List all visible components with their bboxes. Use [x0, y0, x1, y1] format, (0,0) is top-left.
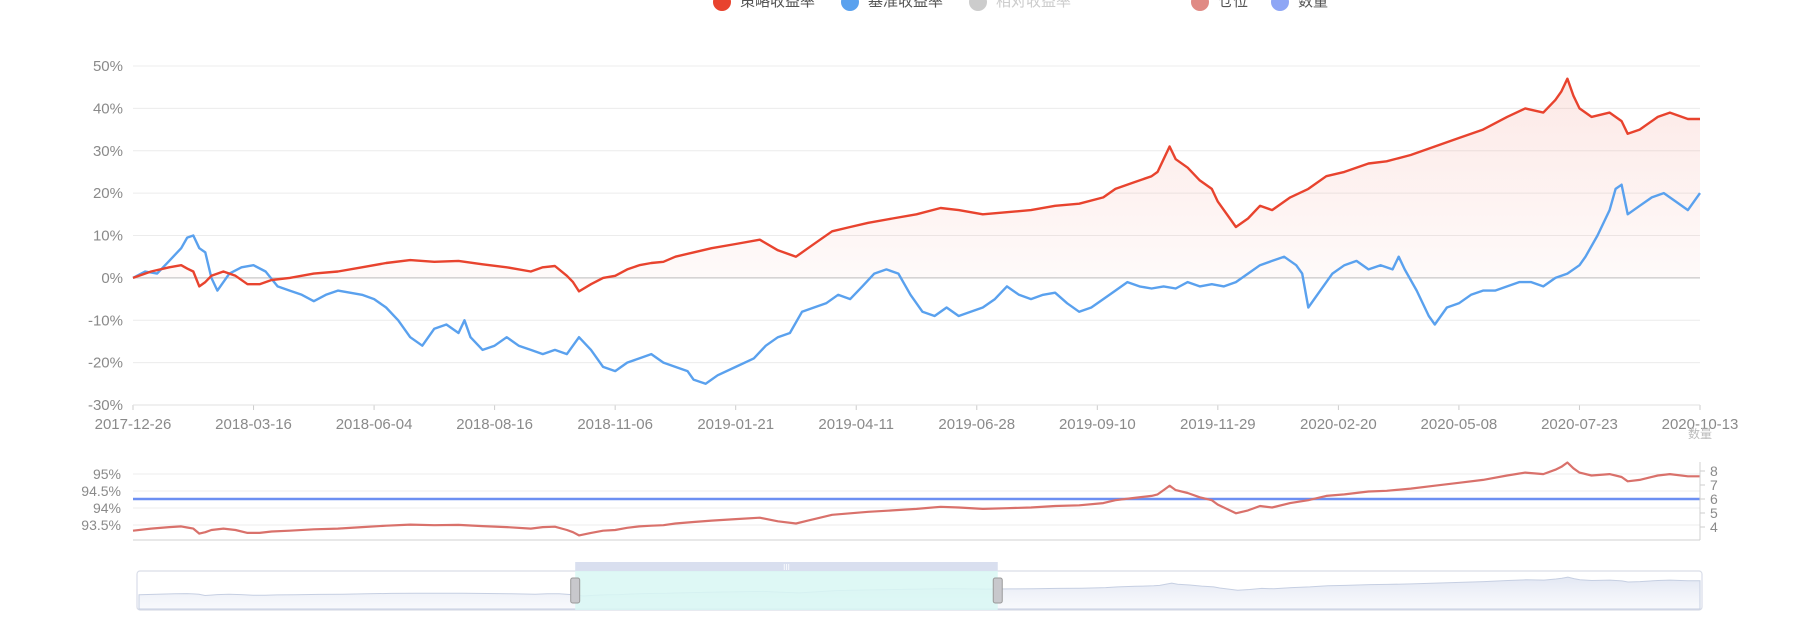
quantity-tick-label: 4 [1710, 519, 1718, 535]
x-tick-label: 2020-10-13 [1662, 416, 1739, 433]
x-tick-label: 2019-01-21 [697, 416, 774, 433]
position-tick-label: 93.5% [81, 517, 121, 533]
x-tick-label: 2019-11-29 [1180, 416, 1256, 433]
legend-label: 数量 [1298, 0, 1328, 10]
legend-marker [713, 0, 731, 11]
y-tick-label: 0% [101, 270, 123, 287]
position-line [132, 461, 1700, 537]
x-tick-label: 2018-08-16 [456, 416, 533, 433]
x-tick-label: 2020-05-08 [1421, 416, 1498, 433]
legend-marker [1191, 0, 1209, 11]
y-tick-label: -10% [88, 312, 123, 329]
benchmark-return-line [132, 183, 1701, 385]
x-tick-label: 2020-02-20 [1300, 416, 1377, 433]
legend-marker [1271, 0, 1289, 11]
legend-item-relative-return[interactable]: 相对收益率 [969, 0, 1071, 11]
sub-gridlines [133, 473, 1700, 526]
x-tick-label: 2017-12-26 [95, 416, 172, 433]
x-tick-label: 2018-06-04 [336, 416, 413, 433]
quantity-tick-label: 8 [1710, 463, 1718, 479]
y-tick-label: 40% [93, 100, 123, 117]
zoom-move-handle[interactable] [575, 562, 998, 571]
legend-label: 相对收益率 [996, 0, 1071, 10]
zoom-handle-right[interactable] [992, 577, 1003, 604]
y-tick-label: -30% [88, 397, 123, 414]
y-tick-label: -20% [88, 355, 123, 372]
x-tick-label: 2019-09-10 [1059, 416, 1136, 433]
position-y-axis: 93.5%94%94.5%95% [81, 466, 121, 533]
x-tick-label: 2018-11-06 [577, 416, 653, 433]
y-tick-label: 50% [93, 58, 123, 75]
zoom-selected-window[interactable] [575, 571, 998, 610]
main-chart: -30% -20% -10% 0% 10% 20% 30% 40% 50% 2017-12-26… [88, 58, 1738, 433]
y-tick-label: 20% [93, 185, 123, 202]
legend-marker [969, 0, 987, 11]
main-x-axis: 2017-12-26 2018-03-16 2018-06-04 2018-08-16… [95, 405, 1739, 433]
position-tick-label: 94.5% [81, 483, 121, 499]
quantity-tick-label: 6 [1710, 491, 1718, 507]
legend-marker [841, 0, 859, 11]
legend-label: 仓位 [1218, 0, 1248, 10]
zoom-handle-left[interactable] [570, 577, 581, 604]
legend-item-quantity[interactable]: 数量 [1271, 0, 1328, 11]
y-tick-label: 30% [93, 143, 123, 160]
chart-legend: 策略收益率 基准收益率 相对收益率 仓位 数量 [713, 0, 1328, 11]
x-tick-label: 2019-04-11 [818, 416, 894, 433]
zoom-grip-mark: III [783, 563, 790, 572]
main-y-axis: -30% -20% -10% 0% 10% 20% 30% 40% 50% [88, 58, 123, 414]
main-gridlines [133, 65, 1700, 406]
x-tick-label: 2018-03-16 [215, 416, 292, 433]
legend-label: 策略收益率 [740, 0, 815, 10]
legend-item-strategy-return[interactable]: 策略收益率 [713, 0, 815, 11]
x-tick-label: 2019-06-28 [938, 416, 1015, 433]
position-tick-label: 95% [93, 466, 121, 482]
x-tick-label: 2020-07-23 [1541, 416, 1618, 433]
legend-item-position[interactable]: 仓位 [1191, 0, 1248, 11]
quantity-axis-title: 数量 [1688, 426, 1712, 441]
legend-item-benchmark-return[interactable]: 基准收益率 [841, 0, 943, 11]
strategy-return-line [132, 77, 1700, 293]
strategy-area-fill [133, 78, 1700, 292]
data-zoom-slider[interactable]: III [136, 562, 1703, 611]
legend-label: 基准收益率 [868, 0, 943, 10]
y-tick-label: 10% [93, 228, 123, 245]
quantity-tick-label: 7 [1710, 477, 1718, 493]
position-tick-label: 94% [93, 500, 121, 516]
quantity-tick-label: 5 [1710, 505, 1718, 521]
